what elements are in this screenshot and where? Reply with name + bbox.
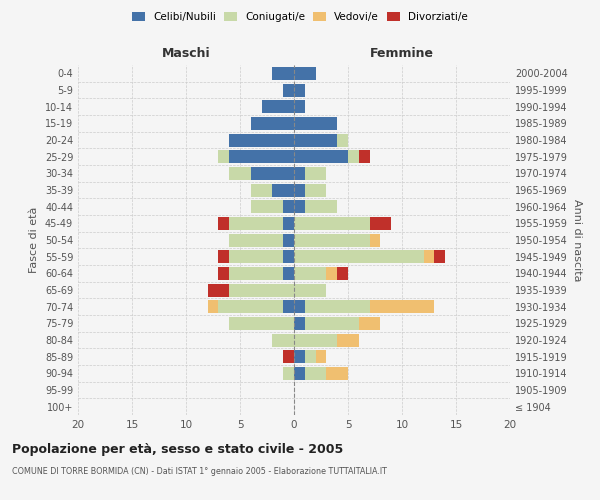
Y-axis label: Fasce di età: Fasce di età — [29, 207, 39, 273]
Bar — [337, 134, 348, 146]
Bar — [305, 200, 337, 213]
Bar — [283, 84, 294, 96]
Bar — [272, 184, 294, 196]
Bar — [229, 317, 294, 330]
Bar — [305, 167, 326, 180]
Bar — [305, 184, 326, 196]
Bar — [370, 234, 380, 246]
Bar — [294, 250, 424, 263]
Bar — [305, 367, 326, 380]
Bar — [229, 167, 251, 180]
Text: Popolazione per età, sesso e stato civile - 2005: Popolazione per età, sesso e stato civil… — [12, 442, 343, 456]
Bar — [294, 300, 305, 313]
Bar — [218, 250, 229, 263]
Bar — [251, 117, 294, 130]
Bar — [370, 217, 391, 230]
Bar — [283, 217, 294, 230]
Bar — [294, 284, 326, 296]
Bar — [294, 334, 337, 346]
Bar — [208, 284, 229, 296]
Bar — [294, 267, 326, 280]
Bar — [424, 250, 434, 263]
Bar — [218, 300, 283, 313]
Bar — [348, 150, 359, 163]
Text: Femmine: Femmine — [370, 47, 434, 60]
Bar — [294, 100, 305, 113]
Bar — [294, 200, 305, 213]
Bar — [434, 250, 445, 263]
Bar — [305, 350, 316, 363]
Bar — [208, 300, 218, 313]
Bar — [359, 317, 380, 330]
Bar — [305, 317, 359, 330]
Bar — [337, 334, 359, 346]
Bar — [359, 150, 370, 163]
Y-axis label: Anni di nascita: Anni di nascita — [572, 198, 581, 281]
Bar — [229, 250, 283, 263]
Legend: Celibi/Nubili, Coniugati/e, Vedovi/e, Divorziati/e: Celibi/Nubili, Coniugati/e, Vedovi/e, Di… — [128, 8, 472, 26]
Bar — [283, 234, 294, 246]
Text: COMUNE DI TORRE BORMIDA (CN) - Dati ISTAT 1° gennaio 2005 - Elaborazione TUTTAIT: COMUNE DI TORRE BORMIDA (CN) - Dati ISTA… — [12, 468, 387, 476]
Bar — [251, 200, 283, 213]
Bar — [305, 300, 370, 313]
Bar — [218, 150, 229, 163]
Bar — [283, 350, 294, 363]
Bar — [229, 234, 283, 246]
Bar — [283, 300, 294, 313]
Bar — [283, 267, 294, 280]
Bar — [294, 184, 305, 196]
Bar — [251, 184, 272, 196]
Bar — [294, 67, 316, 80]
Bar — [294, 367, 305, 380]
Bar — [283, 250, 294, 263]
Bar — [337, 267, 348, 280]
Bar — [229, 217, 283, 230]
Bar — [326, 367, 348, 380]
Bar — [218, 217, 229, 230]
Bar — [294, 317, 305, 330]
Bar — [229, 150, 294, 163]
Bar — [294, 350, 305, 363]
Bar — [262, 100, 294, 113]
Bar — [294, 117, 337, 130]
Bar — [229, 134, 294, 146]
Bar — [370, 300, 434, 313]
Bar — [294, 167, 305, 180]
Bar — [294, 84, 305, 96]
Bar — [283, 367, 294, 380]
Bar — [218, 267, 229, 280]
Bar — [251, 167, 294, 180]
Text: Maschi: Maschi — [161, 47, 211, 60]
Bar — [229, 284, 294, 296]
Bar — [294, 217, 370, 230]
Bar — [326, 267, 337, 280]
Bar — [316, 350, 326, 363]
Bar — [294, 150, 348, 163]
Bar — [272, 334, 294, 346]
Bar — [229, 267, 283, 280]
Bar — [294, 134, 337, 146]
Bar — [294, 234, 370, 246]
Bar — [272, 67, 294, 80]
Bar — [283, 200, 294, 213]
